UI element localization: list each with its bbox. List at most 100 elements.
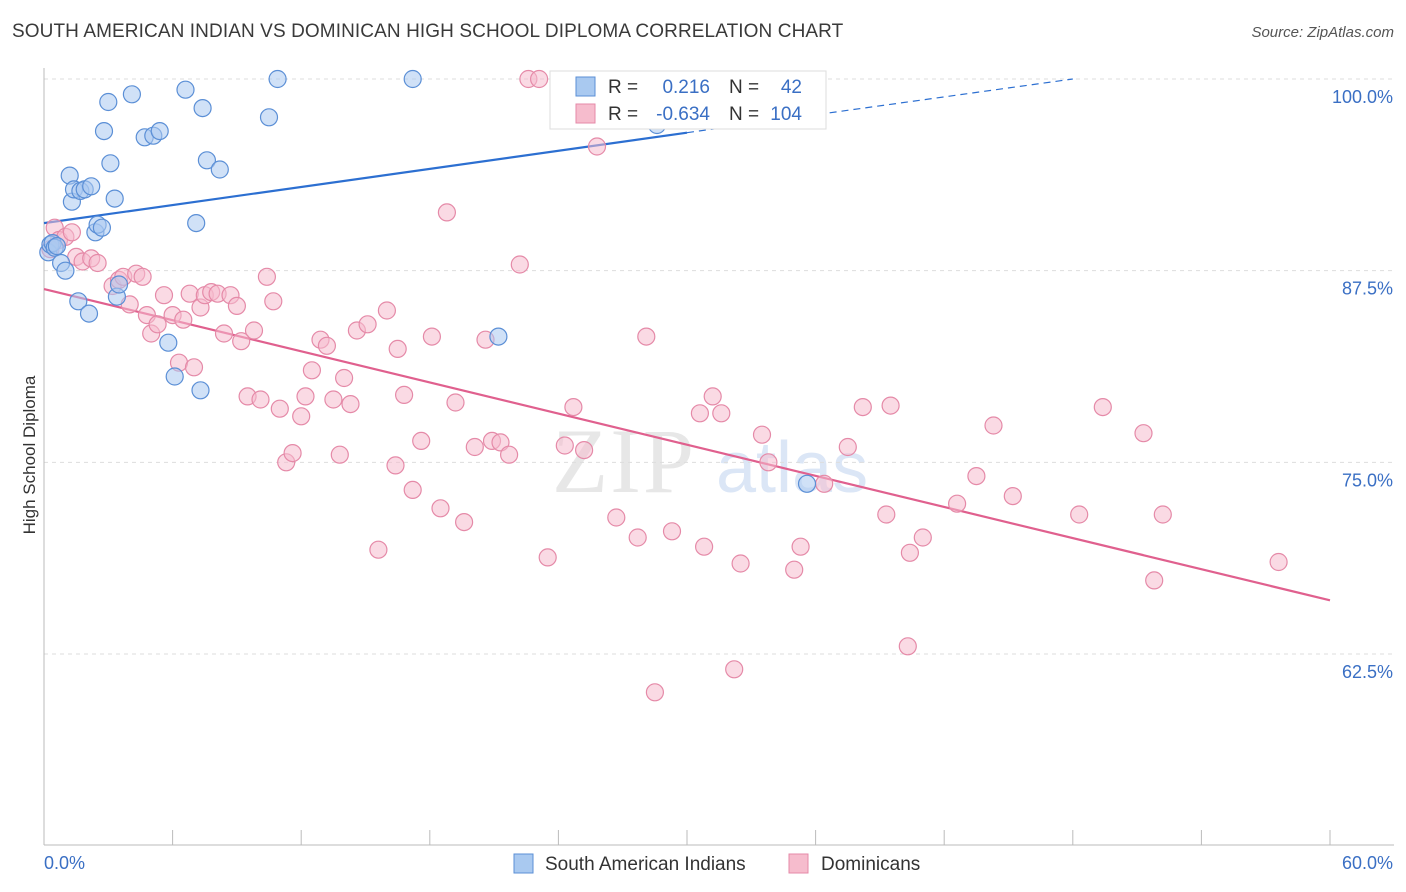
dominican-point bbox=[1134, 424, 1153, 443]
chart-title: SOUTH AMERICAN INDIAN VS DOMINICAN HIGH … bbox=[12, 21, 844, 42]
dominican-point bbox=[815, 474, 834, 493]
dominican-point bbox=[1070, 505, 1089, 524]
dominican-point bbox=[703, 387, 722, 406]
dominican-point bbox=[564, 398, 583, 417]
stats-legend-r-label-2: R = bbox=[608, 104, 638, 125]
south-american-indian-point bbox=[797, 474, 817, 493]
dominican-point bbox=[967, 467, 986, 486]
y-axis-label: High School Diploma bbox=[20, 375, 39, 534]
dominican-point bbox=[510, 255, 529, 274]
x-tick-label-max: 60.0% bbox=[1342, 853, 1393, 873]
dominican-point bbox=[1093, 398, 1112, 417]
dominican-point bbox=[358, 315, 377, 334]
legend-label-dominicans: Dominicans bbox=[821, 854, 920, 875]
stats-legend-r-value-1: 0.216 bbox=[662, 77, 710, 98]
south-american-indian-point bbox=[82, 177, 101, 196]
stats-legend-n-value-1: 42 bbox=[781, 77, 802, 98]
dominican-point bbox=[900, 543, 920, 562]
south-american-indian-point bbox=[105, 189, 124, 208]
y-tick-label: 75.0% bbox=[1342, 470, 1393, 490]
south-american-indian-point bbox=[176, 80, 195, 99]
dominican-point bbox=[431, 499, 450, 518]
south-american-indian-point bbox=[193, 98, 212, 118]
dominican-point bbox=[296, 387, 315, 406]
dominican-point bbox=[62, 223, 82, 242]
dominican-point bbox=[538, 548, 557, 567]
dominican-point bbox=[302, 361, 321, 380]
dominican-point bbox=[529, 69, 549, 89]
dominican-point bbox=[690, 404, 710, 423]
stats-legend-r-value-2: -0.634 bbox=[656, 104, 710, 125]
dominican-point bbox=[317, 336, 336, 355]
dominican-point bbox=[174, 310, 193, 329]
dominican-point bbox=[947, 494, 967, 513]
stats-legend-r-label-1: R = bbox=[608, 77, 638, 98]
dominican-point bbox=[412, 431, 431, 450]
dominican-point bbox=[838, 437, 857, 457]
dominican-point bbox=[877, 505, 896, 524]
y-tick-label: 100.0% bbox=[1332, 87, 1393, 107]
south-american-indian-point bbox=[159, 333, 178, 352]
dominican-point bbox=[1269, 552, 1288, 572]
dominican-point bbox=[465, 437, 484, 457]
dominican-point bbox=[1003, 487, 1022, 506]
y-tick-label: 62.5% bbox=[1342, 662, 1393, 682]
stats-legend-n-label-2: N = bbox=[729, 104, 759, 125]
dominican-point bbox=[607, 508, 626, 527]
south-american-indian-point bbox=[403, 69, 422, 89]
dominican-point bbox=[214, 324, 234, 343]
watermark-zip: ZIP bbox=[552, 410, 696, 512]
dominican-point bbox=[555, 436, 574, 455]
dominican-trend-line bbox=[43, 287, 1331, 602]
dominican-point bbox=[752, 425, 772, 444]
south-american-indian-point bbox=[122, 85, 141, 104]
south-american-indian-point bbox=[210, 160, 229, 179]
dominican-point bbox=[637, 327, 656, 346]
south-american-indian-point bbox=[165, 367, 184, 386]
dominican-point bbox=[759, 453, 778, 472]
dominican-point bbox=[1153, 505, 1172, 524]
source-label: Source: ZipAtlas.com bbox=[1251, 24, 1394, 41]
dominican-point bbox=[913, 528, 932, 547]
south-american-indian-point bbox=[109, 275, 129, 294]
stats-legend-swatch-pink bbox=[575, 103, 596, 124]
legend-label-south-american-indians: South American Indians bbox=[545, 854, 746, 875]
south-american-indian-point bbox=[187, 214, 206, 233]
south-american-indian-point bbox=[79, 304, 99, 323]
south-american-indian-point bbox=[92, 218, 112, 237]
dominican-point bbox=[251, 390, 270, 409]
dominican-point bbox=[270, 399, 289, 418]
south-american-indian-point bbox=[489, 327, 508, 346]
dominican-point bbox=[257, 267, 276, 286]
dominican-point bbox=[324, 390, 343, 409]
dominican-point bbox=[232, 332, 251, 351]
dominican-point bbox=[227, 296, 246, 315]
data-points bbox=[39, 69, 1288, 702]
stats-legend-box bbox=[549, 70, 827, 130]
dominican-point bbox=[1145, 571, 1164, 590]
dominican-point bbox=[853, 398, 872, 417]
south-american-indian-point bbox=[268, 69, 287, 89]
dominican-point bbox=[500, 445, 519, 464]
dominican-point bbox=[898, 637, 917, 656]
dominican-point bbox=[264, 292, 283, 311]
dominican-point bbox=[148, 315, 167, 334]
dominican-point bbox=[403, 480, 422, 499]
dominican-point bbox=[184, 358, 204, 377]
dominican-point bbox=[881, 396, 900, 415]
dominican-point bbox=[388, 339, 407, 358]
dominican-point bbox=[731, 554, 750, 573]
dominican-point bbox=[369, 540, 388, 559]
south-american-indian-point bbox=[69, 292, 88, 311]
dominican-point bbox=[244, 321, 264, 340]
dominican-point bbox=[437, 203, 456, 222]
dominican-point bbox=[587, 137, 607, 156]
dominican-point bbox=[180, 284, 199, 303]
stats-legend: R = 0.216 N = 42 R = -0.634 N = 104 bbox=[549, 70, 827, 130]
dominican-point bbox=[574, 441, 594, 460]
dominican-point bbox=[984, 416, 1003, 435]
south-american-indian-point bbox=[47, 237, 67, 256]
legend-swatch-dominicans bbox=[788, 853, 809, 874]
dominican-point bbox=[395, 385, 414, 404]
